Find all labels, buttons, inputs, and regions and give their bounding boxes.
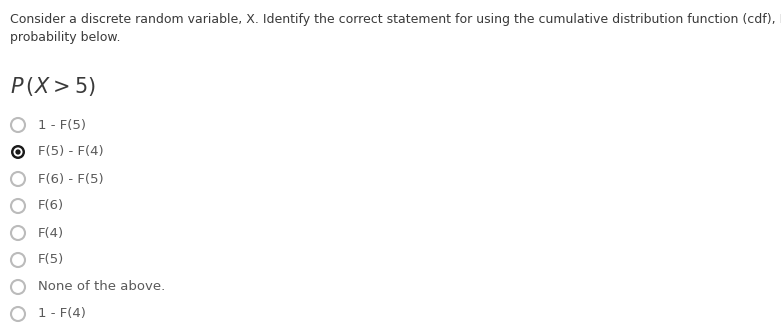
Text: 1 - F(5): 1 - F(5)	[38, 119, 86, 132]
Circle shape	[11, 307, 25, 321]
Circle shape	[11, 199, 25, 213]
Text: None of the above.: None of the above.	[38, 280, 166, 293]
Circle shape	[11, 172, 25, 186]
Text: F(6): F(6)	[38, 199, 64, 212]
Circle shape	[16, 149, 20, 155]
Circle shape	[11, 253, 25, 267]
Circle shape	[11, 145, 25, 159]
Text: F(5) - F(4): F(5) - F(4)	[38, 146, 104, 159]
Circle shape	[11, 226, 25, 240]
Text: Consider a discrete random variable, X. Identify the correct statement for using: Consider a discrete random variable, X. …	[10, 13, 781, 44]
Circle shape	[11, 280, 25, 294]
Text: F(6) - F(5): F(6) - F(5)	[38, 172, 104, 185]
Circle shape	[13, 148, 23, 157]
Circle shape	[11, 118, 25, 132]
Text: F(4): F(4)	[38, 226, 64, 239]
Text: $P\,(X > 5)$: $P\,(X > 5)$	[10, 75, 96, 98]
Text: F(5): F(5)	[38, 253, 64, 266]
Text: 1 - F(4): 1 - F(4)	[38, 307, 86, 320]
